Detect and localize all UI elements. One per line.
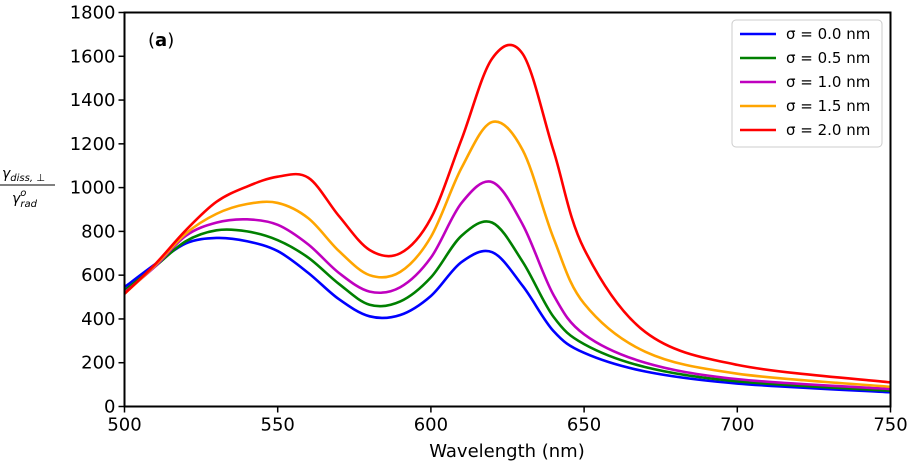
legend-label-4: σ = 2.0 nm: [786, 121, 870, 139]
legend-box: [731, 19, 883, 148]
series-line-2: [123, 180, 891, 391]
y-axis-label: γdiss, ⊥ γo rad: [0, 166, 55, 210]
x-tick-label: 550: [261, 415, 295, 436]
y-tick-label: 1600: [70, 46, 116, 67]
y-tick-label: 1800: [70, 3, 116, 24]
legend-label-0: σ = 0.0 nm: [786, 25, 870, 43]
legend: σ = 0.0 nm σ = 0.5 nm σ = 1.0 nm σ = 1.5 nm…: [731, 19, 883, 148]
y-tick-label: 200: [81, 353, 115, 374]
plot-frame: [123, 11, 892, 408]
x-axis: 500 550 600 650 700 750: [107, 406, 908, 436]
y-tick-label: 0: [104, 397, 115, 418]
x-tick-label: 700: [720, 415, 754, 436]
y-tick-label: 800: [81, 221, 115, 242]
y-tick-label: 1400: [70, 90, 116, 111]
series-line-1: [123, 220, 891, 393]
x-axis-label: Wavelength (nm): [429, 441, 585, 462]
x-tick-label: 600: [414, 415, 448, 436]
x-tick-label: 650: [567, 415, 601, 436]
series-line-3: [123, 120, 891, 389]
legend-label-1: σ = 0.5 nm: [786, 49, 870, 67]
series-line-4: [123, 43, 891, 384]
y-tick-label: 600: [81, 265, 115, 286]
series-lines: [123, 43, 891, 394]
y-tick-label: 1000: [70, 178, 116, 199]
y-tick-label: 400: [81, 309, 115, 330]
svg-text:γdiss, ⊥: γdiss, ⊥: [2, 166, 45, 184]
y-tick-label: 1200: [70, 134, 116, 155]
series-line-0: [123, 236, 891, 394]
panel-label: (a): [148, 30, 174, 51]
y-axis: 0 200 400 600 800 1000 1200 1400 1600 1800: [70, 3, 125, 418]
x-tick-label: 500: [107, 415, 141, 436]
legend-label-2: σ = 1.0 nm: [786, 73, 870, 91]
legend-label-3: σ = 1.5 nm: [786, 97, 870, 115]
x-tick-label: 750: [873, 415, 907, 436]
